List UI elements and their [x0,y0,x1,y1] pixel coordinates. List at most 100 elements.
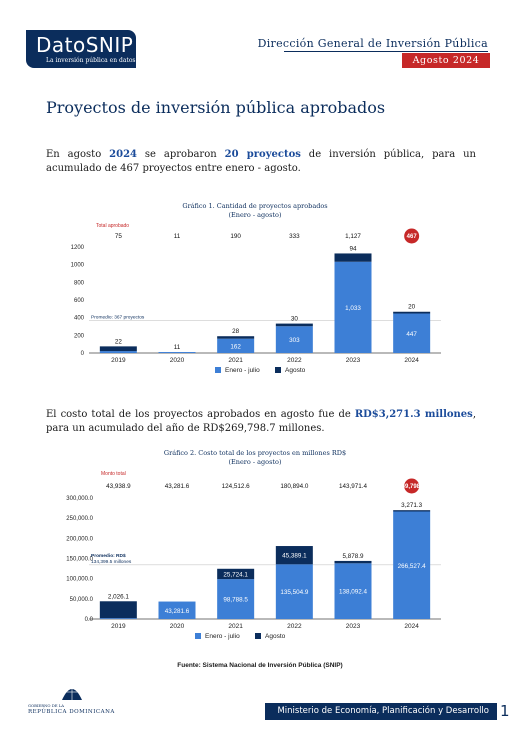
legend-label-agosto: Agosto [285,367,306,374]
total-label: 467 [407,234,418,240]
footer-bar [265,703,497,720]
y-tick-label: 100,000.0 [66,577,93,583]
data-label-agosto: 28 [232,328,240,335]
legend-label-enero-julio: Enero - julio [225,367,260,374]
bar-agosto [334,560,372,564]
data-label-agosto: 20 [408,304,416,311]
legend-label-agosto: Agosto [265,633,286,640]
legend-swatch-agosto [275,367,281,373]
x-tick-label: 2022 [287,357,302,364]
data-label-enero-julio: 98,788.5 [223,597,248,604]
y-tick-label: 400 [74,316,85,322]
bar-agosto [275,323,313,327]
data-label-enero-julio: 303 [289,337,300,344]
average-label: Promedio: RD$ [91,553,126,559]
total-label: 43,938.9 [106,483,131,490]
data-label-enero-julio: 43,281.6 [165,608,190,615]
bar-enero-julio [275,326,313,353]
x-tick-label: 2022 [287,623,302,630]
p1-text-1: En agosto [46,149,110,160]
p2-text-1: El costo total de los proyectos aprobado… [46,409,355,420]
data-label-agosto: 30 [291,316,299,323]
x-tick-label: 2021 [228,623,243,630]
average-label: 134,399.5 millones [91,559,132,565]
bar-enero-julio [393,511,431,619]
data-label-enero-julio: 162 [230,343,241,350]
chart1-total-label: Total aprobado [96,223,129,229]
y-tick-label: 50,000.0 [70,597,94,603]
y-tick-label: 300,000.0 [66,496,93,502]
bar-enero-julio [334,563,372,619]
projects-count-chart: Gráfico 1. Cantidad de proyectos aprobad… [71,202,441,374]
y-tick-label: 600 [74,298,85,304]
y-tick-label: 200,000.0 [66,536,93,542]
x-tick-label: 2024 [404,357,419,364]
chart1-title: Gráfico 1. Cantidad de proyectos aprobad… [182,202,327,210]
chart2-title: Gráfico 2. Costo total de los proyectos … [164,449,346,457]
data-label-agosto: 25,724.1 [223,571,248,578]
bar-agosto [275,546,313,565]
legend-swatch-enero-julio [195,633,201,639]
chart2-subtitle: (Enero - agosto) [228,458,281,466]
header-divider [284,51,488,52]
summary-paragraph-projects: En agosto 2024 se aprobaron 20 proyectos… [46,148,476,176]
legend-label-enero-julio: Enero - julio [205,633,240,640]
bar-enero-julio [334,261,372,353]
bar-agosto [217,336,255,339]
bar-agosto [99,601,137,619]
total-highlight-badge [404,478,420,494]
total-label: 143,971.4 [339,483,368,490]
x-tick-label: 2019 [111,623,126,630]
chart2-total-label: Monto total [101,471,126,477]
data-label-enero-julio: 1,033 [345,305,361,312]
p1-text-2: se aprobaron [137,149,225,160]
data-label-enero-julio: 2,026.1 [108,593,130,600]
coat-of-arms-icon [62,686,82,700]
average-label: Promedio: 367 proyectos [91,315,145,321]
y-tick-label: 200 [74,333,85,339]
gov-label: REPÚBLICA DOMINICANA [28,709,115,715]
data-label-agosto: 45,389.1 [282,553,307,560]
datosnip-logo [26,30,136,68]
total-label: 43,281.6 [165,483,190,490]
data-label-enero-julio: 22 [115,338,123,345]
bar-agosto [99,346,137,352]
y-tick-label: 250,000.0 [66,516,93,522]
data-label-enero-julio: 135,504.9 [280,589,309,596]
p2-amount: RD$3,271.3 millones [354,409,473,420]
x-tick-label: 2021 [228,357,243,364]
bar-enero-julio [99,618,137,619]
page-number: 1 [500,702,510,720]
data-label-enero-julio: 447 [406,331,417,338]
bar-enero-julio [158,352,196,353]
section-title: Proyectos de inversión pública aprobados [46,98,386,117]
bar-enero-julio [99,351,137,353]
gov-label-small: GOBIERNO DE LA [28,703,64,708]
bar-agosto [217,568,255,580]
source-note: Fuente: Sistema Nacional de Inversión Pú… [177,662,343,669]
total-label: 333 [289,233,300,240]
summary-paragraph-cost: El costo total de los proyectos aprobado… [46,408,476,436]
total-label: 269,798.7 [398,484,425,490]
data-label-agosto: 5,878.9 [342,553,364,560]
y-tick-label: 800 [74,280,85,286]
y-tick-label: 0.0 [85,617,94,623]
x-tick-label: 2023 [346,623,361,630]
bar-enero-julio [393,313,431,353]
x-tick-label: 2020 [170,357,185,364]
bar-agosto [393,510,431,512]
data-label-enero-julio: 11 [174,344,181,351]
bar-enero-julio [217,579,255,619]
data-label-enero-julio: 138,092.4 [339,589,368,596]
bar-agosto [334,253,372,262]
p1-text-3: de inversión pública, para un acumulado … [46,149,476,174]
projects-cost-chart: Gráfico 2. Costo total de los proyectos … [66,449,441,640]
y-tick-label: 150,000.0 [66,557,93,563]
total-highlight-badge [404,228,420,244]
x-tick-label: 2024 [404,623,419,630]
legend-swatch-enero-julio [215,367,221,373]
org-title: Dirección General de Inversión Pública [257,37,488,50]
total-label: 75 [115,233,123,240]
total-label: 124,512.6 [222,483,251,490]
data-label-agosto: 94 [349,245,357,252]
